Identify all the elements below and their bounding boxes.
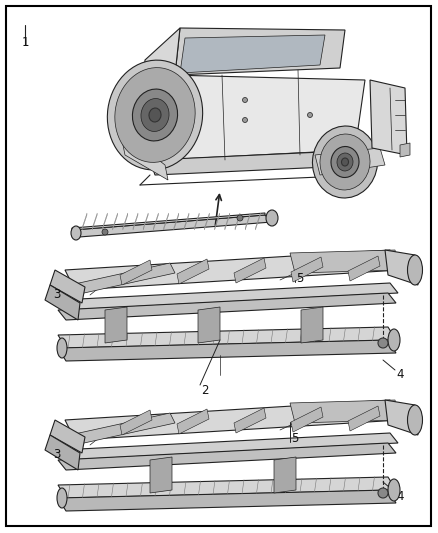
Polygon shape bbox=[177, 409, 209, 434]
Text: 4: 4 bbox=[396, 368, 404, 382]
Circle shape bbox=[237, 215, 243, 221]
Polygon shape bbox=[58, 340, 396, 361]
Polygon shape bbox=[123, 213, 128, 230]
Polygon shape bbox=[175, 28, 345, 75]
Polygon shape bbox=[50, 270, 85, 303]
Polygon shape bbox=[315, 148, 385, 175]
Polygon shape bbox=[133, 213, 138, 230]
Polygon shape bbox=[301, 307, 323, 343]
Polygon shape bbox=[58, 443, 396, 470]
Polygon shape bbox=[58, 327, 396, 348]
Ellipse shape bbox=[107, 60, 203, 170]
Polygon shape bbox=[245, 213, 250, 230]
Polygon shape bbox=[72, 215, 272, 237]
Text: 3: 3 bbox=[53, 448, 61, 462]
Polygon shape bbox=[70, 263, 175, 295]
Polygon shape bbox=[58, 490, 396, 511]
Circle shape bbox=[378, 338, 388, 348]
Ellipse shape bbox=[388, 479, 400, 501]
Polygon shape bbox=[400, 143, 410, 157]
Polygon shape bbox=[60, 433, 398, 460]
Polygon shape bbox=[58, 293, 396, 320]
Polygon shape bbox=[198, 307, 220, 343]
Polygon shape bbox=[150, 457, 172, 493]
Polygon shape bbox=[290, 400, 400, 423]
Polygon shape bbox=[120, 130, 168, 180]
Ellipse shape bbox=[266, 210, 278, 226]
Polygon shape bbox=[225, 213, 230, 230]
Ellipse shape bbox=[71, 226, 81, 240]
Ellipse shape bbox=[407, 405, 423, 435]
Text: 3: 3 bbox=[53, 288, 61, 302]
Polygon shape bbox=[143, 213, 148, 230]
Polygon shape bbox=[177, 259, 209, 284]
Polygon shape bbox=[92, 213, 97, 230]
Polygon shape bbox=[150, 150, 370, 175]
Text: 2: 2 bbox=[201, 384, 209, 397]
Polygon shape bbox=[385, 250, 418, 285]
Polygon shape bbox=[65, 400, 400, 440]
Polygon shape bbox=[102, 213, 107, 230]
Polygon shape bbox=[105, 307, 127, 343]
Polygon shape bbox=[215, 213, 219, 230]
Circle shape bbox=[243, 98, 247, 102]
Text: 1: 1 bbox=[21, 36, 29, 49]
Ellipse shape bbox=[388, 329, 400, 351]
Polygon shape bbox=[160, 75, 365, 160]
Polygon shape bbox=[184, 213, 189, 230]
Circle shape bbox=[102, 229, 108, 235]
Polygon shape bbox=[45, 285, 80, 320]
Text: 5: 5 bbox=[297, 271, 304, 285]
Text: 4: 4 bbox=[396, 490, 404, 504]
Polygon shape bbox=[60, 283, 398, 310]
Polygon shape bbox=[120, 410, 152, 435]
Polygon shape bbox=[180, 35, 325, 73]
Polygon shape bbox=[234, 258, 266, 283]
Circle shape bbox=[307, 112, 312, 117]
Ellipse shape bbox=[337, 153, 353, 171]
Ellipse shape bbox=[407, 255, 423, 285]
Polygon shape bbox=[194, 213, 199, 230]
Polygon shape bbox=[274, 457, 296, 493]
Polygon shape bbox=[290, 250, 400, 273]
Polygon shape bbox=[291, 257, 323, 282]
Polygon shape bbox=[235, 213, 240, 230]
Polygon shape bbox=[291, 407, 323, 432]
Polygon shape bbox=[164, 213, 169, 230]
Polygon shape bbox=[70, 413, 175, 445]
Polygon shape bbox=[65, 250, 400, 290]
Ellipse shape bbox=[312, 126, 378, 198]
Ellipse shape bbox=[331, 147, 359, 177]
Circle shape bbox=[243, 117, 247, 123]
Polygon shape bbox=[140, 28, 180, 120]
Polygon shape bbox=[50, 420, 85, 453]
Polygon shape bbox=[234, 408, 266, 433]
Polygon shape bbox=[153, 213, 159, 230]
Polygon shape bbox=[72, 213, 265, 230]
Polygon shape bbox=[255, 213, 261, 230]
Ellipse shape bbox=[141, 99, 169, 132]
Polygon shape bbox=[120, 260, 152, 285]
Polygon shape bbox=[205, 213, 209, 230]
Polygon shape bbox=[348, 406, 380, 431]
Polygon shape bbox=[370, 80, 407, 155]
Polygon shape bbox=[113, 213, 117, 230]
Ellipse shape bbox=[342, 158, 349, 166]
Ellipse shape bbox=[57, 488, 67, 508]
Ellipse shape bbox=[320, 134, 370, 190]
Polygon shape bbox=[174, 213, 179, 230]
Ellipse shape bbox=[132, 89, 177, 141]
Polygon shape bbox=[45, 435, 80, 470]
Polygon shape bbox=[82, 213, 87, 230]
Ellipse shape bbox=[115, 68, 195, 163]
Polygon shape bbox=[58, 477, 396, 498]
Circle shape bbox=[378, 488, 388, 498]
Ellipse shape bbox=[149, 108, 161, 122]
Polygon shape bbox=[385, 400, 418, 435]
Ellipse shape bbox=[57, 338, 67, 358]
Polygon shape bbox=[348, 256, 380, 281]
Text: 5: 5 bbox=[291, 432, 299, 445]
